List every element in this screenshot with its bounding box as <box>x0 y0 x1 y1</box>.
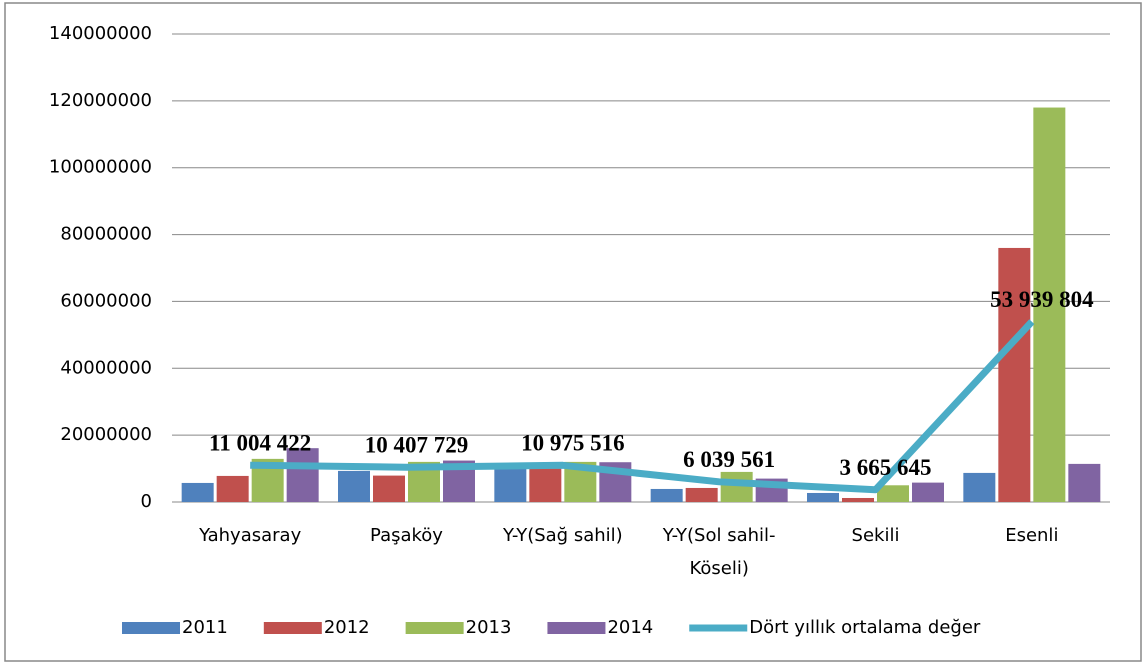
x-tick-label: Paşaköy <box>370 525 443 546</box>
y-tick-label: 120000000 <box>49 90 152 111</box>
y-tick-label: 0 <box>141 491 152 512</box>
bar <box>1068 463 1101 502</box>
bar <box>216 475 249 502</box>
x-tick-label: Y-Y(Sol sahil- Köseli) <box>662 525 776 579</box>
legend-label: 2012 <box>324 617 370 638</box>
y-tick-label: 40000000 <box>60 357 152 378</box>
data-label: 3 665 645 <box>840 455 932 480</box>
legend-swatch <box>122 622 180 634</box>
bar <box>181 482 214 502</box>
legend-label: 2013 <box>466 617 512 638</box>
legend-swatch <box>547 622 606 634</box>
x-tick-label: Esenli <box>1005 525 1058 546</box>
legend-label: 2011 <box>182 617 228 638</box>
bar <box>963 472 996 502</box>
bar <box>529 468 562 502</box>
bar <box>807 492 839 502</box>
x-tick-label: Yahyasaray <box>198 525 301 546</box>
y-tick-label: 20000000 <box>60 424 152 445</box>
bar <box>912 482 944 502</box>
x-tick-label: Y-Y(Sağ sahil) <box>502 525 623 546</box>
y-tick-label: 80000000 <box>60 224 152 245</box>
x-tick-line: Köseli) <box>689 558 748 579</box>
data-label: 11 004 422 <box>209 430 311 455</box>
x-tick-label: Sekili <box>852 525 900 546</box>
y-tick-label: 100000000 <box>49 157 152 178</box>
chart-border <box>4 2 1142 662</box>
legend-swatch <box>263 622 322 634</box>
bar <box>650 488 683 502</box>
data-label: 6 039 561 <box>683 447 775 472</box>
bar <box>373 475 405 502</box>
y-tick-label: 60000000 <box>60 290 152 311</box>
bar <box>1033 107 1066 503</box>
bar <box>998 247 1031 502</box>
data-label: 10 975 516 <box>521 431 625 456</box>
bar <box>842 497 874 502</box>
y-tick-label: 140000000 <box>49 23 152 44</box>
data-label: 53 939 804 <box>990 287 1094 312</box>
line <box>250 319 1035 494</box>
legend-swatch <box>405 622 464 634</box>
bar <box>720 471 753 502</box>
legend-label: 2014 <box>607 617 653 638</box>
x-tick-line: Y-Y(Sol sahil- <box>662 525 776 546</box>
bar <box>338 470 370 502</box>
bar <box>286 448 319 502</box>
bar <box>494 468 527 502</box>
data-label: 10 407 729 <box>365 432 469 457</box>
bar <box>877 485 909 502</box>
legend-label: Dört yıllık ortalama değer <box>749 617 981 638</box>
bar <box>685 487 718 502</box>
